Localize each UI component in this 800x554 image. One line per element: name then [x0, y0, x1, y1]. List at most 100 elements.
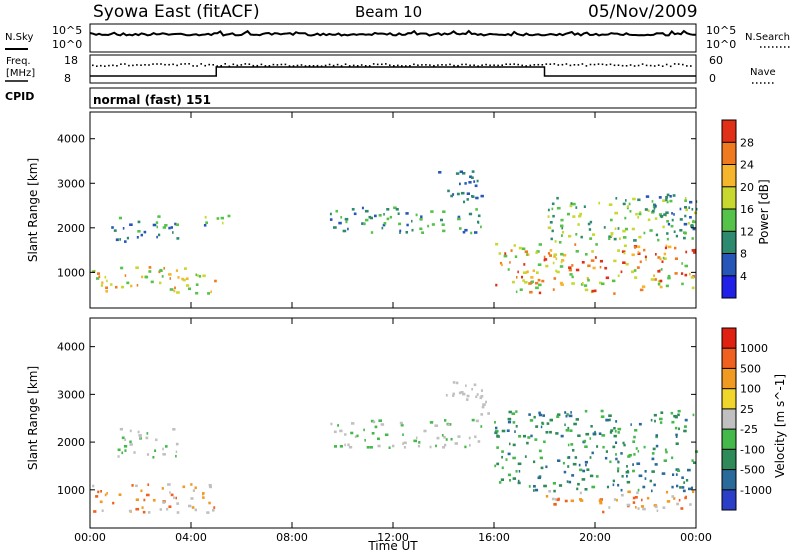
heatmap-cell: [212, 509, 215, 512]
nave-dot: [256, 64, 259, 67]
heatmap-cell: [559, 281, 563, 285]
heatmap-cell: [362, 222, 366, 226]
heatmap-cell: [687, 221, 690, 225]
nave-dot: [609, 63, 612, 66]
heatmap-cell: [655, 233, 659, 237]
heatmap-cell: [631, 227, 635, 231]
heatmap-cell: [329, 212, 332, 216]
heatmap-cell: [399, 231, 401, 234]
time-x-axis: 00:00 04:00 08:00 12:00 16:00 20:00 00:00: [74, 112, 712, 544]
heatmap-cell: [164, 224, 168, 227]
nave-dot: [413, 63, 415, 66]
heatmap-cell: [678, 427, 680, 431]
nave-dot: [425, 64, 427, 66]
colorbar-swatch: [722, 186, 736, 210]
heatmap-cell: [507, 420, 512, 424]
heatmap-cell: [495, 426, 498, 430]
heatmap-cell: [681, 282, 684, 286]
heatmap-cell: [684, 199, 687, 202]
heatmap-cell: [568, 480, 572, 484]
heatmap-cell: [673, 414, 677, 418]
heatmap-cell: [674, 257, 678, 260]
heatmap-cell: [377, 437, 380, 441]
heatmap-cell: [627, 490, 631, 494]
heatmap-cell: [688, 206, 691, 209]
heatmap-cell: [495, 283, 498, 287]
heatmap-cell: [537, 476, 541, 480]
heatmap-cell: [673, 497, 676, 500]
heatmap-cell: [620, 493, 624, 497]
nave-dot: [240, 64, 243, 66]
heatmap-cell: [541, 279, 545, 283]
nave-dot: [473, 64, 475, 66]
heatmap-cell: [575, 233, 578, 236]
heatmap-cell: [691, 486, 693, 490]
heatmap-cell: [579, 468, 583, 472]
heatmap-cell: [135, 507, 140, 511]
heatmap-cell: [608, 235, 612, 238]
heatmap-cell: [579, 212, 582, 216]
heatmap-cell: [507, 452, 511, 456]
heatmap-cell: [538, 291, 542, 295]
heatmap-cell: [482, 403, 486, 406]
heatmap-cell: [413, 439, 417, 443]
heatmap-cell: [654, 217, 658, 220]
heatmap-cell: [543, 440, 546, 444]
colorbar-swatch: [722, 120, 736, 143]
power-y-axis: 1000 2000 3000 4000: [57, 133, 696, 279]
heatmap-cell: [598, 499, 603, 502]
heatmap-cell: [614, 211, 618, 215]
heatmap-cell: [441, 223, 445, 226]
nave-dot: [401, 65, 403, 67]
heatmap-cell: [445, 394, 448, 397]
heatmap-cell: [608, 414, 612, 417]
heatmap-cell: [110, 283, 113, 286]
heatmap-cell: [581, 478, 586, 481]
heatmap-cell: [97, 490, 100, 494]
heatmap-cell: [533, 460, 536, 464]
heatmap-cell: [569, 204, 573, 208]
heatmap-cell: [653, 274, 655, 277]
heatmap-cell: [685, 208, 688, 212]
heatmap-cell: [530, 434, 533, 438]
heatmap-cell: [673, 213, 675, 216]
heatmap-cell: [601, 434, 606, 437]
heatmap-cell: [566, 480, 569, 483]
heatmap-cell: [400, 423, 404, 427]
heatmap-cell: [582, 282, 584, 285]
heatmap-cell: [118, 216, 122, 220]
heatmap-cell: [209, 485, 212, 489]
heatmap-cell: [518, 470, 521, 473]
heatmap-cell: [206, 511, 210, 514]
heatmap-cell: [342, 229, 347, 233]
heatmap-cell: [608, 237, 611, 240]
radar-title: Syowa East (fitACF): [93, 2, 260, 22]
noise-left-tick-bottom: 10^0: [52, 38, 82, 51]
heatmap-cell: [503, 254, 508, 258]
nave-dot: [184, 63, 186, 65]
heatmap-cell: [594, 430, 596, 434]
heatmap-cell: [644, 477, 647, 480]
heatmap-cell: [159, 269, 163, 272]
heatmap-cell: [458, 391, 462, 395]
heatmap-cell: [549, 254, 552, 257]
heatmap-cell: [472, 195, 475, 198]
heatmap-cell: [632, 463, 634, 466]
heatmap-cell: [638, 212, 642, 216]
heatmap-cell: [512, 280, 515, 284]
heatmap-cell: [429, 445, 432, 449]
heatmap-cell: [519, 288, 523, 291]
heatmap-cell: [129, 440, 132, 444]
heatmap-cell: [677, 469, 681, 472]
heatmap-cell: [494, 421, 496, 424]
nave-dot: [340, 65, 343, 67]
heatmap-cell: [622, 229, 626, 233]
nave-dot: [288, 65, 291, 67]
heatmap-cell: [649, 479, 652, 483]
heatmap-cell: [152, 499, 156, 502]
heatmap-cell: [637, 450, 640, 453]
nave-dot: [481, 64, 483, 66]
nave-dot: [320, 65, 323, 67]
heatmap-cell: [397, 212, 400, 215]
heatmap-cell: [626, 465, 628, 468]
